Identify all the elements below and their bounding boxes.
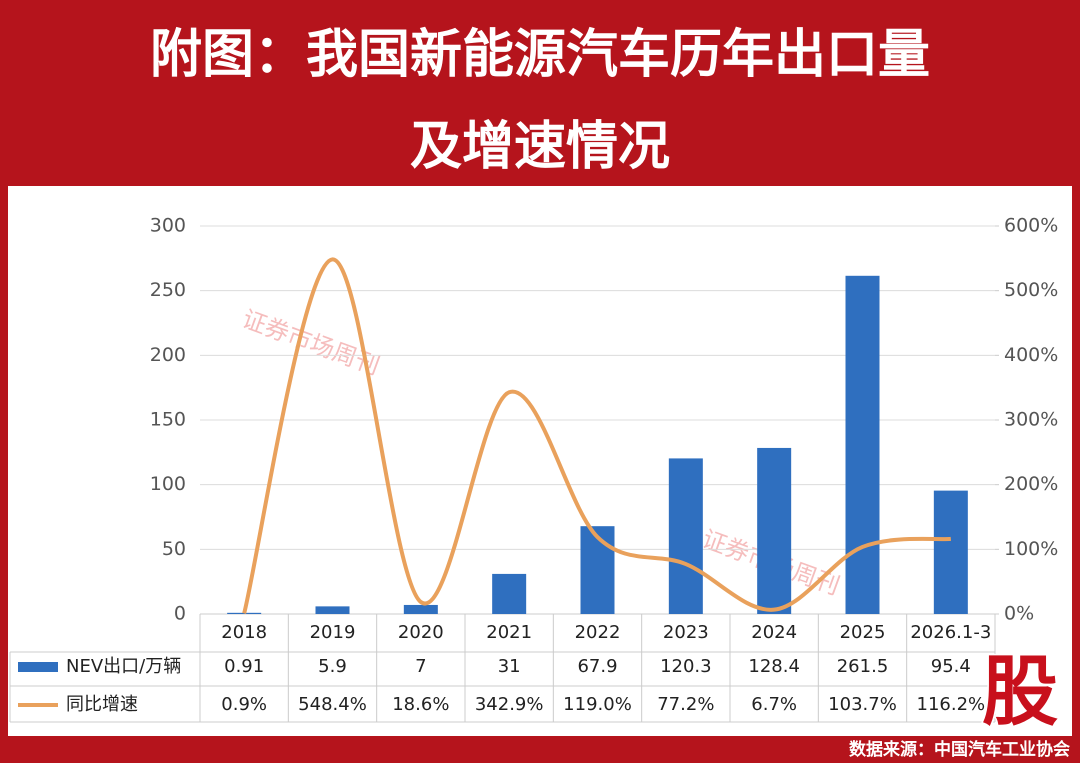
title: 附图：我国新能源汽车历年出口量: [150, 25, 930, 85]
x-tick-label: 2025: [840, 622, 886, 643]
logo: 股: [982, 647, 1058, 736]
bar: [492, 573, 527, 614]
table-value: 95.4: [931, 656, 971, 677]
x-tick-label: 2024: [751, 622, 797, 643]
x-tick-label: 2023: [663, 622, 709, 643]
table-value: 548.4%: [298, 694, 367, 715]
y-tick-label: 150: [150, 409, 186, 431]
table-value: 77.2%: [657, 694, 714, 715]
table-value: 119.0%: [563, 694, 632, 715]
table-value: 0.91: [224, 656, 264, 677]
x-tick-label: 2026.1-3: [910, 622, 991, 643]
x-tick-label: 2020: [398, 622, 444, 643]
table-value: 18.6%: [392, 694, 449, 715]
table-value: 5.9: [318, 656, 347, 677]
table-value: 6.7%: [751, 694, 797, 715]
y2-tick-label: 600%: [1004, 215, 1058, 237]
plot-panel: [8, 186, 1072, 736]
y2-tick-label: 500%: [1004, 279, 1058, 301]
y2-tick-label: 200%: [1004, 473, 1058, 495]
legend-label: NEV出口/万辆: [66, 656, 181, 677]
x-tick-label: 2021: [486, 622, 532, 643]
table-value: 128.4: [748, 656, 800, 677]
source: 数据来源：中国汽车工业协会: [849, 739, 1070, 760]
bar: [668, 458, 703, 614]
legend-icon: [18, 662, 58, 672]
x-tick-label: 2019: [310, 622, 356, 643]
x-tick-label: 2022: [575, 622, 621, 643]
table-value: 261.5: [837, 656, 889, 677]
bar: [580, 526, 615, 614]
y-tick-label: 300: [150, 215, 186, 237]
plot: 0 50 100 150 200 250 300 0% 100% 200% 300% 400% 500%…: [9, 215, 1058, 723]
y-tick-label: 0: [174, 603, 186, 625]
table-value: 0.9%: [221, 694, 267, 715]
y-tick-label: 50: [162, 538, 186, 560]
y-tick-label: 200: [150, 344, 186, 366]
table-value: 103.7%: [828, 694, 897, 715]
line: [242, 257, 952, 614]
bar: [933, 490, 968, 614]
y-tick-label: 100: [150, 473, 186, 495]
y2-tick-label: 0%: [1004, 603, 1034, 625]
y2-tick-label: 100%: [1004, 538, 1058, 560]
title: 及增速情况: [410, 117, 670, 177]
table-value: 116.2%: [917, 694, 986, 715]
x-tick-label: 2018: [221, 622, 267, 643]
bar: [403, 604, 438, 614]
bar: [315, 606, 350, 614]
legend-label: 同比增速: [66, 694, 138, 715]
bar: [757, 447, 792, 614]
y2-tick-label: 400%: [1004, 344, 1058, 366]
table-value: 120.3: [660, 656, 712, 677]
y2-tick-label: 300%: [1004, 409, 1058, 431]
bar: [845, 275, 880, 614]
table-value: 342.9%: [475, 694, 544, 715]
table-value: 31: [498, 656, 521, 677]
table-value: 7: [415, 656, 426, 677]
y-tick-label: 250: [150, 279, 186, 301]
table-value: 67.9: [577, 656, 617, 677]
